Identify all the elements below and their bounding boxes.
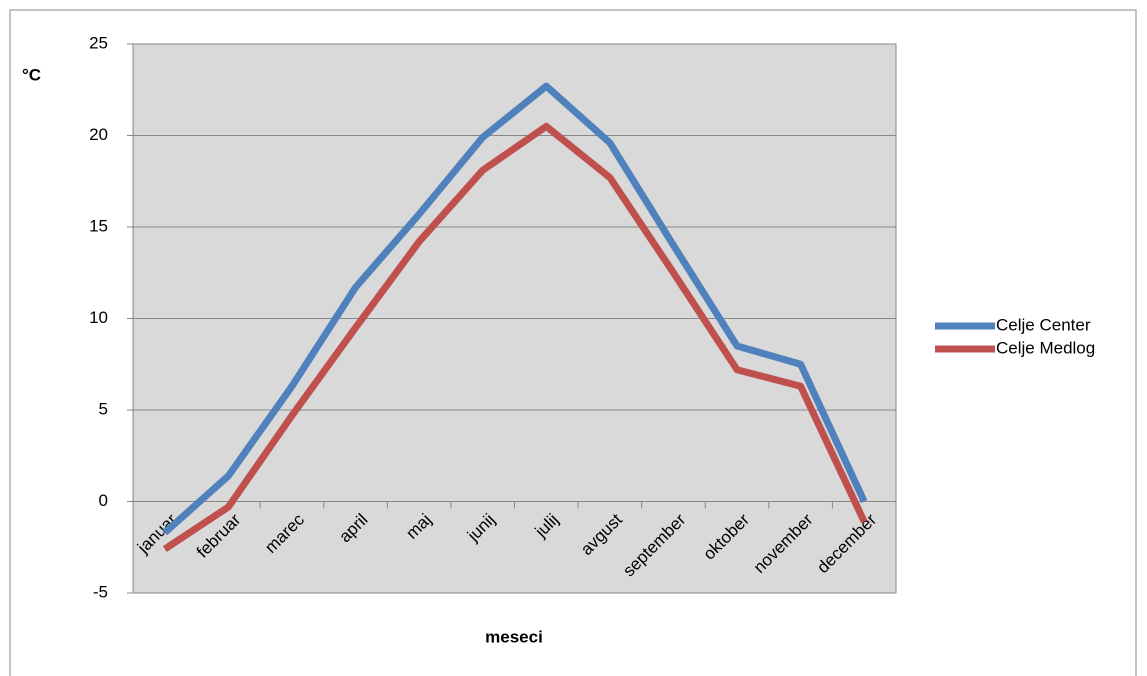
y-tick-label: 10 [89, 308, 108, 327]
legend-label: Celje Medlog [996, 338, 1095, 357]
y-tick-label: -5 [93, 582, 108, 601]
data-line [162, 122, 868, 552]
y-axis-title: °C [22, 65, 41, 84]
legend-label: Celje Center [996, 315, 1091, 334]
x-axis-title: meseci [485, 627, 543, 646]
data-line [162, 82, 868, 536]
y-tick-label: 25 [89, 33, 108, 52]
y-tick-label: 15 [89, 216, 108, 235]
y-tick-label: 0 [99, 491, 108, 510]
y-tick-label: 20 [89, 125, 108, 144]
chart-frame [9, 9, 1137, 676]
y-tick-label: 5 [99, 399, 108, 418]
